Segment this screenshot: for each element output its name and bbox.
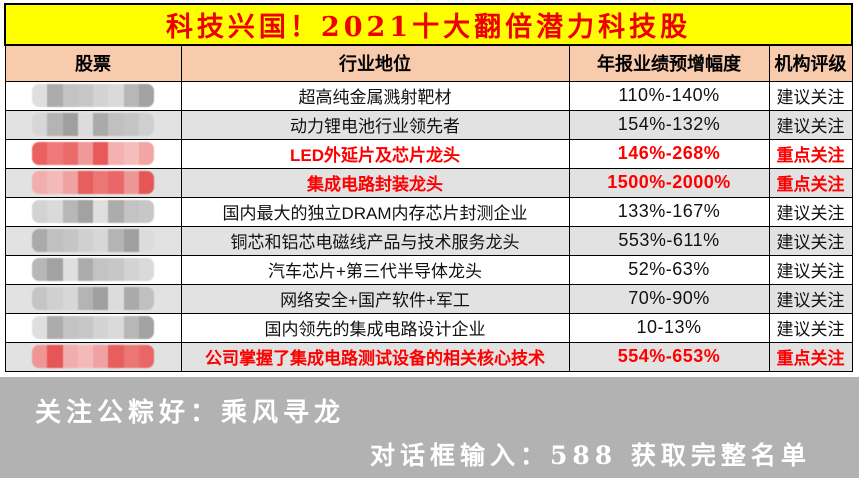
rating-cell: 重点关注 bbox=[768, 341, 853, 372]
growth-range-cell: 10-13% bbox=[568, 312, 770, 343]
redacted-stock-name bbox=[32, 258, 154, 281]
stock-name-cell bbox=[4, 109, 182, 140]
table-row: 动力锂电池行业领先者 154%-132% 建议关注 bbox=[4, 109, 853, 140]
stock-name-cell bbox=[4, 80, 182, 111]
industry-position-cell: 国内领先的集成电路设计企业 bbox=[180, 312, 570, 343]
stock-table: 科技兴国！2021十大翻倍潜力科技股 股票 行业地位 年报业绩预增幅度 机构评级… bbox=[3, 3, 854, 372]
table-row: 公司掌握了集成电路测试设备的相关核心技术 554%-653% 重点关注 bbox=[4, 341, 853, 372]
stock-name-cell bbox=[4, 196, 182, 227]
redacted-stock-name bbox=[32, 316, 154, 339]
industry-position-cell: 超高纯金属溅射靶材 bbox=[180, 80, 570, 111]
rating-cell: 建议关注 bbox=[768, 312, 853, 343]
column-header-stock: 股票 bbox=[4, 44, 182, 82]
table-row: 铜芯和铝芯电磁线产品与技术服务龙头 553%-611% 建议关注 bbox=[4, 225, 853, 256]
redacted-stock-name bbox=[32, 171, 154, 194]
redacted-stock-name bbox=[32, 200, 154, 223]
table-row: 网络安全+国产软件+军工 70%-90% 建议关注 bbox=[4, 283, 853, 314]
redacted-stock-name bbox=[32, 142, 154, 165]
redacted-stock-name bbox=[32, 345, 154, 368]
industry-position-cell: 国内最大的独立DRAM内存芯片封测企业 bbox=[180, 196, 570, 227]
rating-cell: 建议关注 bbox=[768, 196, 853, 227]
industry-position-cell: 汽车芯片+第三代半导体龙头 bbox=[180, 254, 570, 285]
growth-range-cell: 133%-167% bbox=[568, 196, 770, 227]
industry-position-cell: 动力锂电池行业领先者 bbox=[180, 109, 570, 140]
rating-cell: 重点关注 bbox=[768, 138, 853, 169]
rating-cell: 建议关注 bbox=[768, 283, 853, 314]
redacted-stock-name bbox=[32, 113, 154, 136]
growth-range-cell: 553%-611% bbox=[568, 225, 770, 256]
industry-position-cell: 铜芯和铝芯电磁线产品与技术服务龙头 bbox=[180, 225, 570, 256]
growth-range-cell: 52%-63% bbox=[568, 254, 770, 285]
stock-name-cell bbox=[4, 167, 182, 198]
table-row: 超高纯金属溅射靶材 110%-140% 建议关注 bbox=[4, 80, 853, 111]
table-row: LED外延片及芯片龙头 146%-268% 重点关注 bbox=[4, 138, 853, 169]
column-header-industry: 行业地位 bbox=[180, 44, 570, 82]
rating-cell: 建议关注 bbox=[768, 225, 853, 256]
growth-range-cell: 110%-140% bbox=[568, 80, 770, 111]
stock-name-cell bbox=[4, 138, 182, 169]
redacted-stock-name bbox=[32, 229, 154, 252]
table-title: 科技兴国！2021十大翻倍潜力科技股 bbox=[3, 3, 854, 46]
growth-range-cell: 1500%-2000% bbox=[568, 167, 770, 198]
table-row: 汽车芯片+第三代半导体龙头 52%-63% 建议关注 bbox=[4, 254, 853, 285]
table-row: 国内领先的集成电路设计企业 10-13% 建议关注 bbox=[4, 312, 853, 343]
title-row: 科技兴国！2021十大翻倍潜力科技股 bbox=[3, 3, 854, 46]
stock-name-cell bbox=[4, 312, 182, 343]
footer-wechat-line: 关注公粽好：乘风寻龙 bbox=[35, 398, 346, 428]
stock-name-cell bbox=[4, 283, 182, 314]
rating-cell: 重点关注 bbox=[768, 167, 853, 198]
growth-range-cell: 70%-90% bbox=[568, 283, 770, 314]
stock-name-cell bbox=[4, 254, 182, 285]
industry-position-cell: 网络安全+国产软件+军工 bbox=[180, 283, 570, 314]
footer-cta-line: 对话框输入：588 获取完整名单 bbox=[370, 441, 811, 470]
table-row: 国内最大的独立DRAM内存芯片封测企业 133%-167% 建议关注 bbox=[4, 196, 853, 227]
growth-range-cell: 146%-268% bbox=[568, 138, 770, 169]
rating-cell: 建议关注 bbox=[768, 254, 853, 285]
table-body: 科技兴国！2021十大翻倍潜力科技股 股票 行业地位 年报业绩预增幅度 机构评级… bbox=[3, 3, 854, 372]
table-row: 集成电路封装龙头 1500%-2000% 重点关注 bbox=[4, 167, 853, 198]
rating-cell: 建议关注 bbox=[768, 80, 853, 111]
rating-cell: 建议关注 bbox=[768, 109, 853, 140]
industry-position-cell: 集成电路封装龙头 bbox=[180, 167, 570, 198]
footer-band bbox=[0, 377, 859, 478]
redacted-stock-name bbox=[32, 287, 154, 310]
stock-name-cell bbox=[4, 225, 182, 256]
growth-range-cell: 554%-653% bbox=[568, 341, 770, 372]
column-header-growth: 年报业绩预增幅度 bbox=[568, 44, 770, 82]
column-header-rating: 机构评级 bbox=[768, 44, 853, 82]
industry-position-cell: LED外延片及芯片龙头 bbox=[180, 138, 570, 169]
stock-name-cell bbox=[4, 341, 182, 372]
header-row: 股票 行业地位 年报业绩预增幅度 机构评级 bbox=[4, 44, 853, 82]
redacted-stock-name bbox=[32, 84, 154, 107]
growth-range-cell: 154%-132% bbox=[568, 109, 770, 140]
industry-position-cell: 公司掌握了集成电路测试设备的相关核心技术 bbox=[180, 341, 570, 372]
